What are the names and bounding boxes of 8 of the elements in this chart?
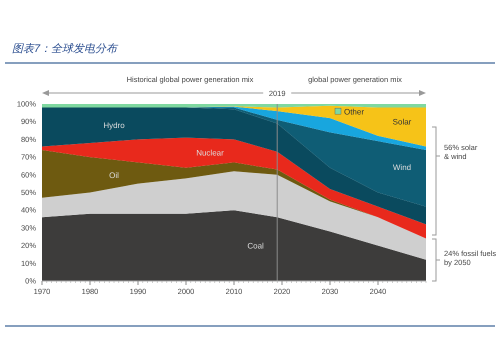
series-label: Hydro [103, 121, 126, 130]
series-label: Nuclear [196, 148, 224, 158]
series-label: Solar [392, 118, 412, 127]
chart-title: 图表7：全球发电分布 [12, 42, 120, 55]
series-label: Oil [109, 170, 120, 180]
series-label: Wind [392, 162, 412, 172]
series-label: Coal [247, 242, 264, 251]
legend-label: Other [344, 108, 364, 117]
